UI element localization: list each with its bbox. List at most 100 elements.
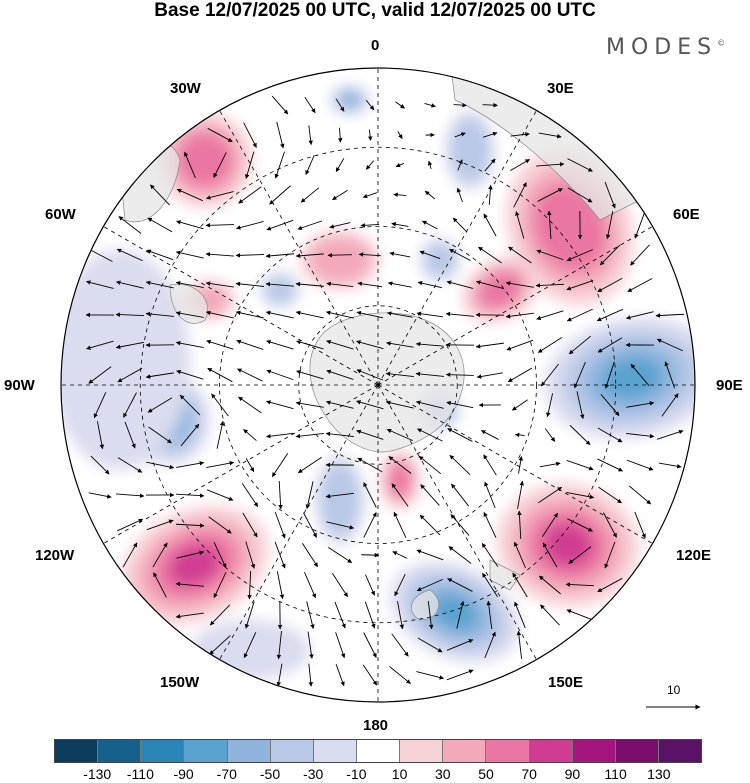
wind-arrow	[538, 132, 562, 139]
lon-label-90w: 90W	[4, 377, 35, 394]
wind-arrow	[153, 572, 167, 598]
wind-arrow	[516, 630, 523, 659]
wind-arrow	[362, 664, 378, 686]
wind-arrow	[356, 429, 384, 440]
wind-arrow	[661, 393, 679, 417]
wind-arrow	[297, 456, 322, 474]
wind-arrow	[625, 311, 654, 320]
wind-arrow	[265, 281, 294, 287]
wind-arrow	[629, 485, 652, 505]
wind-arrow	[296, 340, 324, 350]
colorbar-tick-label: -10	[346, 766, 367, 782]
wind-arrow	[422, 220, 438, 230]
wind-arrow	[356, 310, 384, 319]
wind-arrow	[296, 370, 324, 380]
lon-label-120w: 120W	[35, 547, 75, 564]
latitude-circle	[298, 305, 458, 465]
wind-arrow	[179, 394, 201, 416]
wind-arrow	[567, 518, 593, 532]
wind-arrow	[566, 491, 595, 500]
colorbar-tick-label: -130	[83, 766, 112, 782]
lon-label-180: 180	[363, 717, 389, 734]
anomaly-contour	[264, 275, 296, 305]
wind-arrow	[389, 251, 411, 258]
lon-label-30w: 30W	[170, 80, 201, 97]
wind-arrow	[357, 281, 383, 288]
wind-arrow	[363, 632, 377, 658]
wind-arrow	[634, 211, 646, 239]
wind-arrow	[544, 428, 556, 442]
wind-arrow	[307, 631, 314, 659]
wind-arrow	[86, 280, 114, 289]
wind-arrow	[482, 102, 498, 108]
colorbar-tick-label: 70	[521, 766, 537, 782]
wind-arrow	[417, 428, 443, 442]
meridian-line	[219, 384, 379, 660]
wind-arrow	[395, 101, 405, 109]
wind-arrow	[448, 546, 472, 564]
wind-arrow	[597, 577, 623, 593]
wind-arrow	[486, 600, 493, 629]
wind-arrow	[488, 184, 493, 205]
wind-vectors	[85, 95, 684, 687]
wind-arrow	[235, 281, 264, 287]
wind-arrow	[184, 151, 196, 179]
wind-arrow	[325, 400, 354, 409]
anomaly-contour	[543, 523, 593, 567]
wind-arrow	[505, 312, 534, 319]
wind-arrow	[514, 432, 525, 438]
wind-arrow	[547, 210, 552, 239]
wind-arrow	[484, 158, 496, 172]
wind-arrow	[598, 486, 622, 504]
anomaly-contour	[424, 242, 456, 278]
wind-arrow	[630, 363, 650, 387]
wind-arrow	[176, 220, 204, 230]
wind-arrow	[415, 400, 444, 409]
wind-arrow	[418, 455, 442, 475]
colorbar-swatch	[529, 740, 573, 762]
wind-arrow	[211, 393, 229, 417]
wind-arrow	[146, 249, 174, 261]
wind-arrow	[266, 369, 294, 381]
wind-arrow	[449, 454, 471, 476]
anomaly-contour	[61, 250, 190, 470]
wind-arrow	[515, 211, 525, 239]
wind-arrow	[536, 310, 564, 321]
wind-arrow	[328, 546, 353, 564]
wind-arrow	[514, 541, 526, 569]
lon-label-120e: 120E	[676, 547, 712, 564]
wind-arrow	[627, 277, 653, 293]
wind-arrow	[385, 400, 414, 409]
wind-arrow	[303, 512, 317, 538]
wind-arrow	[115, 341, 144, 350]
wind-arrow	[511, 399, 528, 411]
colorbar-swatch	[55, 740, 99, 762]
wind-arrow	[245, 541, 256, 569]
wind-arrow	[626, 401, 655, 408]
wind-arrow	[658, 462, 682, 469]
wind-arrow	[175, 311, 204, 318]
meridian-line	[219, 110, 379, 386]
wind-arrow	[236, 221, 264, 230]
colorbar-swatch	[98, 740, 142, 762]
wind-arrow	[416, 671, 445, 680]
meridian-line	[377, 110, 537, 386]
wind-arrow	[123, 392, 137, 418]
wind-arrow	[391, 483, 409, 507]
lon-label-0: 0	[371, 37, 380, 54]
wind-arrow	[236, 368, 263, 382]
wind-arrow	[597, 458, 624, 472]
wind-arrow	[597, 337, 623, 353]
wind-arrow	[176, 493, 205, 498]
wind-arrow	[518, 456, 524, 474]
wind-arrow	[97, 421, 105, 450]
wind-arrow	[305, 155, 315, 175]
wind-arrow	[655, 313, 684, 318]
wind-arrow	[505, 281, 534, 288]
wind-arrow	[597, 277, 623, 293]
wind-arrow	[213, 542, 227, 569]
wind-arrow	[416, 311, 444, 318]
wind-arrow	[93, 392, 107, 419]
wind-arrow	[478, 246, 502, 264]
